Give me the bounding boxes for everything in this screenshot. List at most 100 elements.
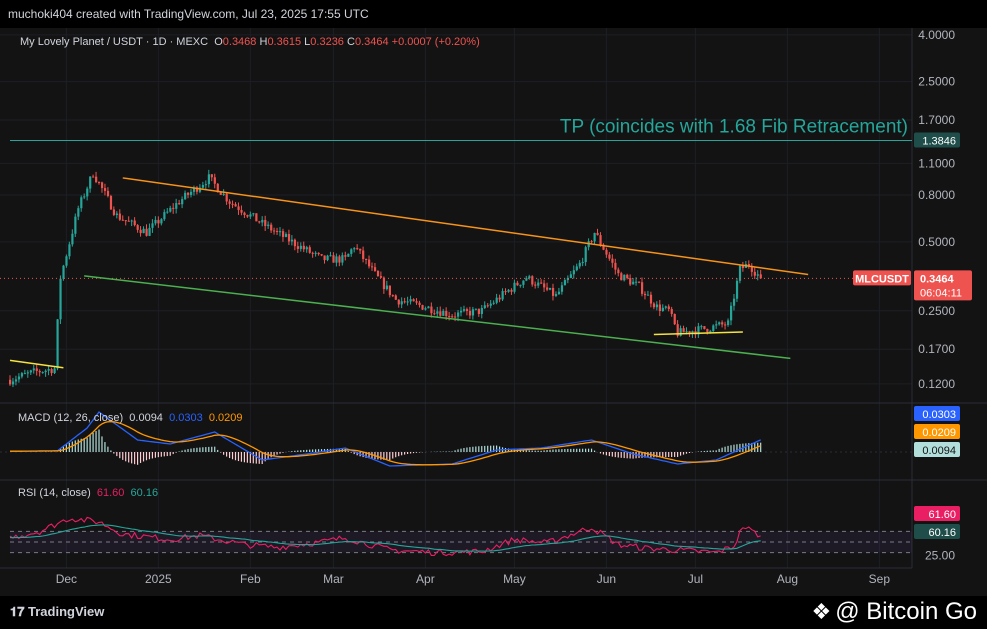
candle-body	[664, 306, 667, 308]
candle-body	[546, 287, 549, 290]
rsi-line	[9, 516, 761, 557]
price-axis-label: 0.1200	[918, 377, 955, 391]
rsi-title[interactable]: RSI (14, close)	[18, 487, 91, 499]
grid-layer	[0, 28, 912, 568]
bottom-bar: 𝟏𝟕 TradingView ❖ @ Bitcoin Go	[0, 596, 987, 629]
bitcoin-go-watermark: ❖ @ Bitcoin Go	[812, 598, 977, 626]
candle-body	[112, 209, 116, 215]
candle-body	[142, 228, 145, 234]
candle-body	[551, 287, 555, 296]
pane-dividers	[0, 28, 987, 569]
candle-body	[525, 278, 528, 281]
candle-body	[163, 212, 166, 220]
candle-body	[646, 294, 650, 296]
candle-body	[635, 281, 638, 283]
candle-body	[712, 325, 715, 331]
time-axis-label: Feb	[240, 572, 261, 586]
svg-text:60.16: 60.16	[928, 527, 956, 539]
candle-body	[557, 291, 561, 295]
candle-body	[329, 255, 332, 257]
candle-body	[534, 284, 537, 286]
candle-body	[222, 193, 225, 195]
candle-body	[596, 232, 599, 236]
tradingview-logo[interactable]: 𝟏𝟕 TradingView	[10, 604, 104, 620]
candle-body	[436, 311, 439, 314]
trend-drawings	[0, 139, 912, 369]
candle-body	[412, 299, 415, 302]
candle-body	[540, 282, 543, 284]
candle-body	[314, 252, 317, 254]
chart-area[interactable]	[0, 28, 987, 596]
candle-body	[643, 293, 647, 296]
time-axis-label: Apr	[416, 572, 435, 586]
candle-body	[448, 316, 451, 318]
high-value: 0.3615	[267, 36, 302, 48]
candle-body	[379, 276, 383, 278]
time-axis-label: Sep	[869, 572, 891, 586]
channel-top-trendline[interactable]	[122, 177, 809, 276]
early-support-trendline[interactable]	[9, 359, 64, 369]
candle-body	[121, 219, 124, 221]
rsi-value: 61.60	[96, 487, 125, 499]
candle-body	[599, 235, 602, 245]
candle-body	[198, 187, 202, 192]
macd-legend: MACD (12, 26, close) 0.0094 0.0303 0.020…	[18, 412, 243, 424]
candle-body	[261, 219, 264, 223]
candle-body	[519, 284, 522, 286]
svg-text:0.0303: 0.0303	[922, 409, 956, 421]
candle-body	[53, 368, 56, 374]
candle-body	[130, 220, 133, 222]
candle-body	[620, 273, 623, 281]
candle-body	[133, 220, 136, 226]
candle-body	[373, 267, 377, 271]
candle-body	[326, 255, 329, 261]
candle-body	[460, 310, 463, 313]
channel-bottom-trendline[interactable]	[84, 275, 791, 360]
candle-body	[640, 282, 644, 294]
candle-body	[457, 312, 460, 317]
candle-body	[735, 280, 739, 299]
candle-body	[537, 282, 540, 286]
candle-body	[593, 232, 596, 242]
macd-title[interactable]: MACD (12, 26, close)	[18, 412, 124, 424]
candle-body	[673, 313, 676, 325]
candle-body	[575, 266, 578, 271]
price-axis-label: 0.2500	[918, 304, 955, 318]
price-axis: 4.0000 2.5000 1.7000 1.1000 0.8000 0.5000 0.25…	[918, 28, 955, 562]
time-axis-label: Dec	[56, 572, 77, 586]
candle-body	[468, 310, 472, 316]
symbol-label[interactable]: My Lovely Planet / USDT · 1D · MEXC	[20, 36, 209, 48]
candle-body	[187, 192, 190, 195]
candle-body	[365, 258, 368, 260]
candle-body	[632, 281, 635, 285]
candle-body	[433, 313, 436, 315]
macd-line	[10, 411, 761, 467]
candle-body	[154, 219, 157, 224]
candle-body	[750, 265, 753, 272]
candle-body	[175, 203, 178, 209]
candle-body	[492, 302, 495, 304]
candle-body	[718, 322, 721, 325]
svg-text:1.3846: 1.3846	[922, 135, 956, 147]
candle-body	[41, 372, 44, 374]
candle-body	[715, 324, 718, 326]
candle-body	[9, 379, 12, 385]
svg-text:61.60: 61.60	[928, 509, 956, 521]
candle-body	[504, 291, 507, 293]
candle-body	[240, 209, 243, 213]
candle-body	[145, 228, 148, 236]
candle-body	[370, 266, 374, 268]
candle-body	[293, 239, 297, 247]
axis-badges: 1.3846 MLCUSDT 0.3464 06:04:11 0.0303 0.0209 0…	[853, 132, 972, 539]
candle-body	[23, 373, 27, 375]
candle-body	[311, 252, 314, 254]
candle-body	[338, 256, 341, 263]
candle-body	[56, 319, 59, 369]
rsi-legend: RSI (14, close) 61.60 60.16	[18, 487, 158, 499]
candle-body	[382, 277, 386, 290]
chart-credit: muchoki404 created with TradingView.com,…	[8, 7, 369, 21]
price-axis-label: 0.8000	[918, 188, 955, 202]
candle-body	[495, 297, 498, 303]
support-trendline[interactable]	[653, 331, 743, 336]
